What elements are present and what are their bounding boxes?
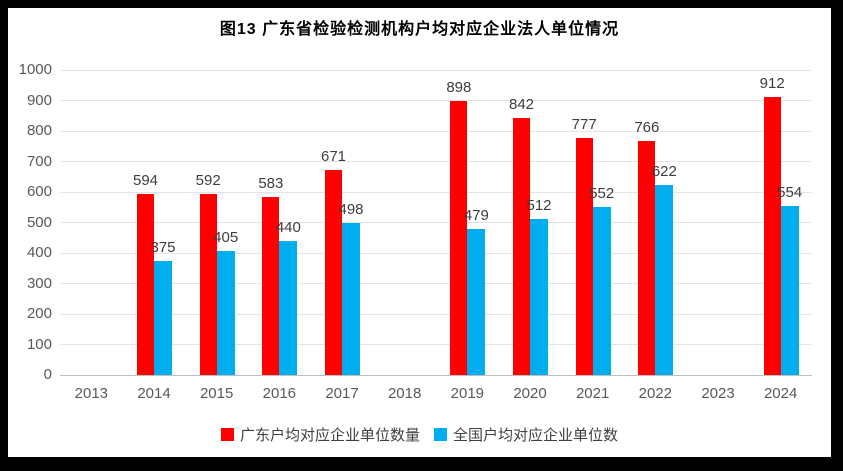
value-label: 622 xyxy=(651,163,677,181)
legend-label: 全国户均对应企业单位数 xyxy=(453,427,619,444)
gridline xyxy=(60,222,812,223)
y-tick-label: 700 xyxy=(26,152,52,170)
y-tick-label: 800 xyxy=(26,122,52,139)
bar-guangdong xyxy=(199,194,217,375)
bar-guangdong xyxy=(513,118,530,375)
x-tick-label: 2021 xyxy=(575,385,610,402)
y-tick-label: 500 xyxy=(26,213,52,231)
bar-guangdong xyxy=(450,101,468,375)
value-label: 842 xyxy=(508,96,535,114)
bar-national xyxy=(592,206,611,375)
x-tick-label: 2024 xyxy=(763,385,798,402)
chart-title: 图13 广东省检验检测机构户均对应企业法人单位情况 xyxy=(219,21,620,38)
legend-swatch xyxy=(220,428,234,441)
legend-label: 广东户均对应企业单位数量 xyxy=(239,427,420,444)
bar-national xyxy=(342,223,360,375)
gridline xyxy=(60,283,812,284)
bar-guangdong xyxy=(325,170,342,375)
y-tick-label: 600 xyxy=(26,183,52,200)
value-label: 671 xyxy=(320,148,347,166)
bar-guangdong xyxy=(137,193,154,375)
value-label: 440 xyxy=(275,218,301,236)
value-label: 898 xyxy=(446,79,472,97)
legend: 广东户均对应企业单位数量 全国户均对应企业单位数 xyxy=(8,424,831,445)
y-tick-label: 1000 xyxy=(18,61,52,78)
value-label: 512 xyxy=(526,196,552,214)
value-label: 552 xyxy=(589,184,615,202)
bar-guangdong xyxy=(763,96,781,375)
x-tick-label: 2013 xyxy=(74,385,109,402)
x-tick-label: 2019 xyxy=(450,385,485,402)
y-tick-label: 300 xyxy=(26,274,52,292)
bar-guangdong xyxy=(575,138,593,375)
gridline xyxy=(60,69,812,71)
bar-national xyxy=(279,240,298,375)
value-label: 554 xyxy=(777,184,803,202)
bar-national xyxy=(530,218,548,375)
gridline xyxy=(60,130,812,132)
bar-guangdong xyxy=(262,197,280,375)
value-label: 498 xyxy=(338,201,364,219)
legend-swatch xyxy=(434,428,447,441)
x-tick-label: 2023 xyxy=(701,385,735,402)
value-label: 375 xyxy=(150,238,176,256)
y-tick-label: 200 xyxy=(26,305,52,322)
value-label: 405 xyxy=(213,229,239,247)
y-tick-label: 400 xyxy=(26,244,52,261)
x-tick-label: 2018 xyxy=(387,385,422,402)
value-label: 912 xyxy=(759,74,785,92)
y-tick-label: 900 xyxy=(26,91,52,109)
x-axis-line xyxy=(60,374,812,376)
value-label: 479 xyxy=(463,206,489,224)
gridline xyxy=(60,252,812,254)
x-tick-label: 2017 xyxy=(325,385,359,402)
bar-national xyxy=(154,260,172,375)
x-tick-label: 2015 xyxy=(199,385,234,402)
bar-guangdong xyxy=(638,141,656,375)
gridline xyxy=(60,191,812,193)
y-tick-label: 0 xyxy=(43,366,52,383)
value-label: 594 xyxy=(132,171,159,189)
bar-national xyxy=(780,206,799,375)
gridline xyxy=(60,344,812,345)
gridline xyxy=(60,161,812,162)
x-tick-label: 2016 xyxy=(262,385,297,402)
plot-area: 594 375 592 405 583 440 671 498 898 479 842 512 777 5… xyxy=(60,69,812,376)
value-label: 583 xyxy=(258,175,284,193)
bar-national xyxy=(467,228,486,375)
gridline xyxy=(60,100,812,101)
y-tick-label: 100 xyxy=(26,335,52,353)
bar-national xyxy=(655,185,674,375)
legend-item: 广东户均对应企业单位数量 xyxy=(220,424,420,445)
x-tick-label: 2014 xyxy=(137,385,171,402)
x-tick-label: 2022 xyxy=(638,385,673,402)
value-label: 766 xyxy=(634,119,660,137)
gridline xyxy=(60,313,812,315)
x-tick-label: 2020 xyxy=(513,385,547,402)
legend-item: 全国户均对应企业单位数 xyxy=(434,424,618,445)
value-label: 777 xyxy=(571,116,597,134)
chart-canvas: 图13 广东省检验检测机构户均对应企业法人单位情况 594 375 592 405 58… xyxy=(8,8,831,457)
value-label: 592 xyxy=(195,172,221,190)
bar-national xyxy=(216,251,235,375)
